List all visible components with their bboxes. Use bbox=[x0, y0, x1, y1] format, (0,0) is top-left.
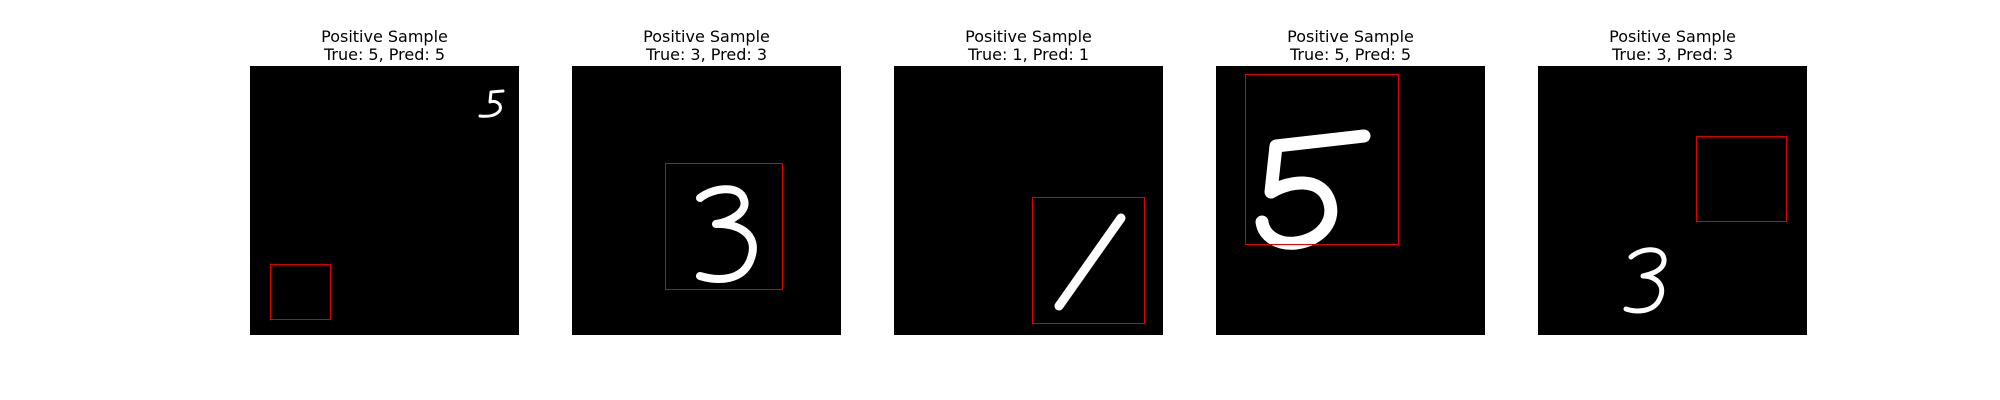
detection-box bbox=[270, 264, 331, 320]
panel-subtitle-line: True: 3, Pred: 3 bbox=[645, 45, 768, 64]
panel-subtitle-line: True: 3, Pred: 3 bbox=[1611, 45, 1734, 64]
sample-image bbox=[1216, 66, 1485, 335]
panel-title-line: Positive Sample bbox=[1287, 27, 1414, 46]
panel-title: Positive Sample True: 3, Pred: 3 bbox=[1538, 28, 1807, 66]
sample-panel-1: Positive Sample True: 5, Pred: 5 bbox=[250, 28, 519, 335]
panel-subtitle-line: True: 5, Pred: 5 bbox=[323, 45, 446, 64]
digit-3-drawing bbox=[1623, 247, 1667, 314]
sample-image bbox=[894, 66, 1163, 335]
panel-title-line: Positive Sample bbox=[1609, 27, 1736, 46]
detection-box bbox=[665, 163, 783, 290]
detection-box bbox=[1696, 136, 1787, 222]
panel-title-line: Positive Sample bbox=[321, 27, 448, 46]
panel-title-line: Positive Sample bbox=[965, 27, 1092, 46]
panel-subtitle-line: True: 1, Pred: 1 bbox=[967, 45, 1090, 64]
sample-image bbox=[250, 66, 519, 335]
sample-image bbox=[572, 66, 841, 335]
panel-subtitle-line: True: 5, Pred: 5 bbox=[1289, 45, 1412, 64]
sample-panel-2: Positive Sample True: 3, Pred: 3 bbox=[572, 28, 841, 335]
panel-title-line: Positive Sample bbox=[643, 27, 770, 46]
digit-5-drawing bbox=[478, 89, 505, 118]
panel-title: Positive Sample True: 5, Pred: 5 bbox=[1216, 28, 1485, 66]
sample-panel-3: Positive Sample True: 1, Pred: 1 bbox=[894, 28, 1163, 335]
panel-title: Positive Sample True: 3, Pred: 3 bbox=[572, 28, 841, 66]
digit-5-drawing bbox=[1255, 129, 1371, 250]
detection-box bbox=[1032, 197, 1145, 324]
sample-panel-4: Positive Sample True: 5, Pred: 5 bbox=[1216, 28, 1485, 335]
detection-box bbox=[1245, 74, 1399, 245]
digit-3-drawing bbox=[696, 185, 757, 283]
panel-title: Positive Sample True: 5, Pred: 5 bbox=[250, 28, 519, 66]
sample-panel-5: Positive Sample True: 3, Pred: 3 bbox=[1538, 28, 1807, 335]
panel-title: Positive Sample True: 1, Pred: 1 bbox=[894, 28, 1163, 66]
digit-1-drawing bbox=[1054, 213, 1126, 311]
sample-image bbox=[1538, 66, 1807, 335]
